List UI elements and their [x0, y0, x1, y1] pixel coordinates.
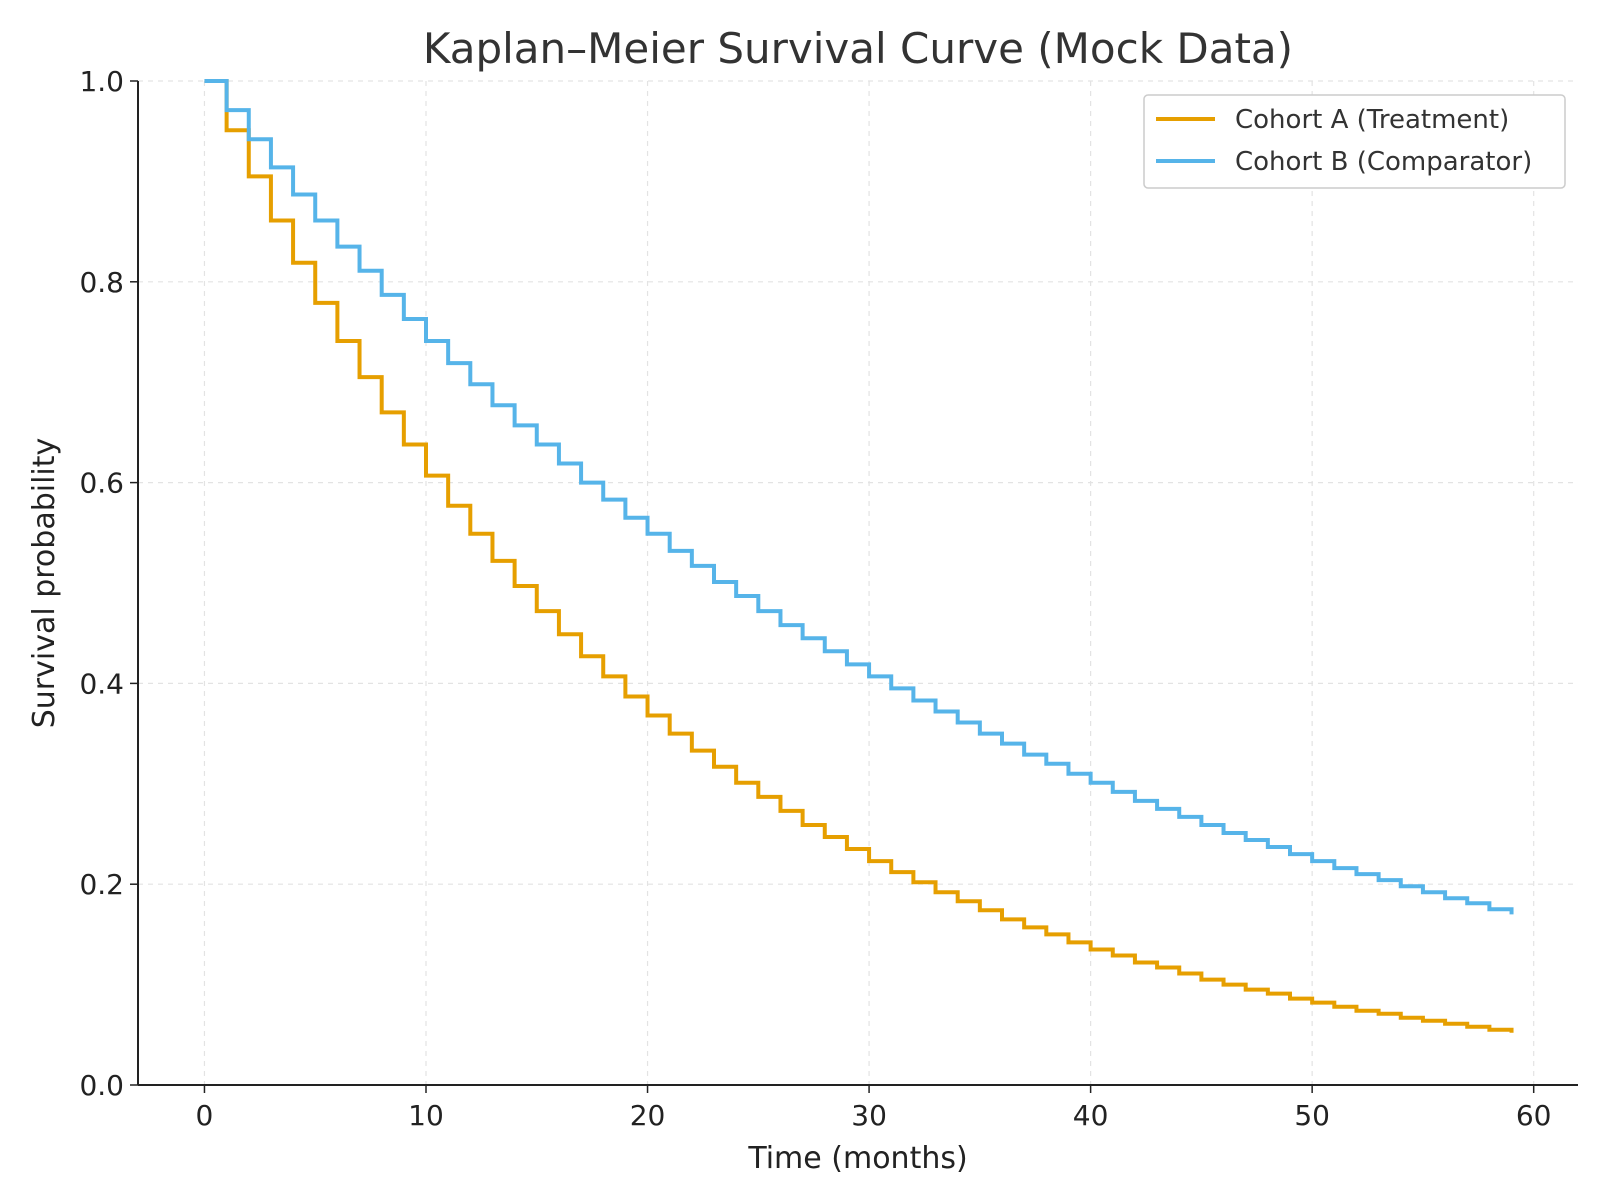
legend: Cohort A (Treatment) Cohort B (Comparato… [1143, 94, 1566, 189]
y-tick-label-3: 0.6 [79, 467, 124, 500]
series-line-1 [204, 79, 1514, 915]
x-tick-label-4: 40 [1073, 1099, 1109, 1132]
y-tick-label-1: 0.2 [79, 868, 124, 901]
legend-box [1143, 94, 1566, 189]
legend-label-cohort-a: Cohort A (Treatment) [1235, 105, 1509, 135]
axes [137, 81, 1578, 1086]
y-tick-label-4: 0.8 [79, 266, 124, 299]
x-ticks: 0 10 20 30 40 50 60 [196, 1085, 1552, 1132]
y-axis-label: Survival probability [27, 438, 62, 729]
y-tick-label-0: 0.0 [79, 1069, 124, 1102]
y-tick-label-5: 1.0 [79, 65, 124, 98]
series-line-0 [204, 79, 1514, 1033]
x-tick-label-3: 30 [851, 1099, 887, 1132]
x-tick-label-5: 50 [1294, 1099, 1330, 1132]
x-tick-label-6: 60 [1516, 1099, 1552, 1132]
x-tick-label-0: 0 [196, 1099, 214, 1132]
x-axis-label: Time (months) [747, 1141, 967, 1176]
x-tick-label-2: 20 [630, 1099, 666, 1132]
legend-label-cohort-b: Cohort B (Comparator) [1235, 147, 1532, 177]
x-tick-label-1: 10 [408, 1099, 444, 1132]
y-tick-label-2: 0.4 [79, 667, 124, 700]
y-ticks: 0.0 0.2 0.4 0.6 0.8 1.0 [79, 65, 138, 1102]
series-lines [204, 79, 1514, 1033]
chart-title: Kaplan–Meier Survival Curve (Mock Data) [423, 24, 1293, 73]
